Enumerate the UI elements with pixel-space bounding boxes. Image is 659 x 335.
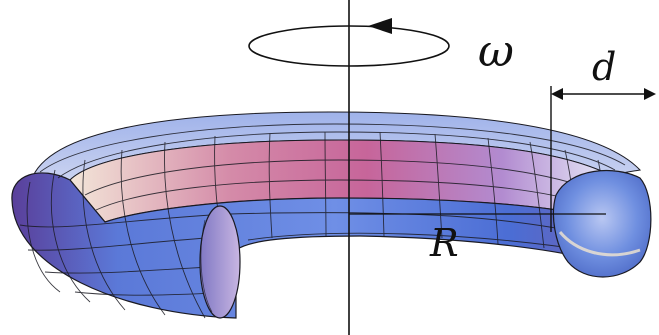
d-label: d (592, 45, 616, 89)
arrow-right-icon (644, 88, 656, 100)
arrow-left-icon (551, 88, 563, 100)
d-dimension: d (550, 45, 656, 232)
r-label: R (429, 221, 459, 265)
right-cross-section (552, 169, 652, 278)
omega-label: ω (478, 26, 514, 77)
arrowhead-icon (368, 18, 392, 34)
left-cross-section (199, 205, 241, 319)
rotation-arrow (248, 18, 450, 67)
